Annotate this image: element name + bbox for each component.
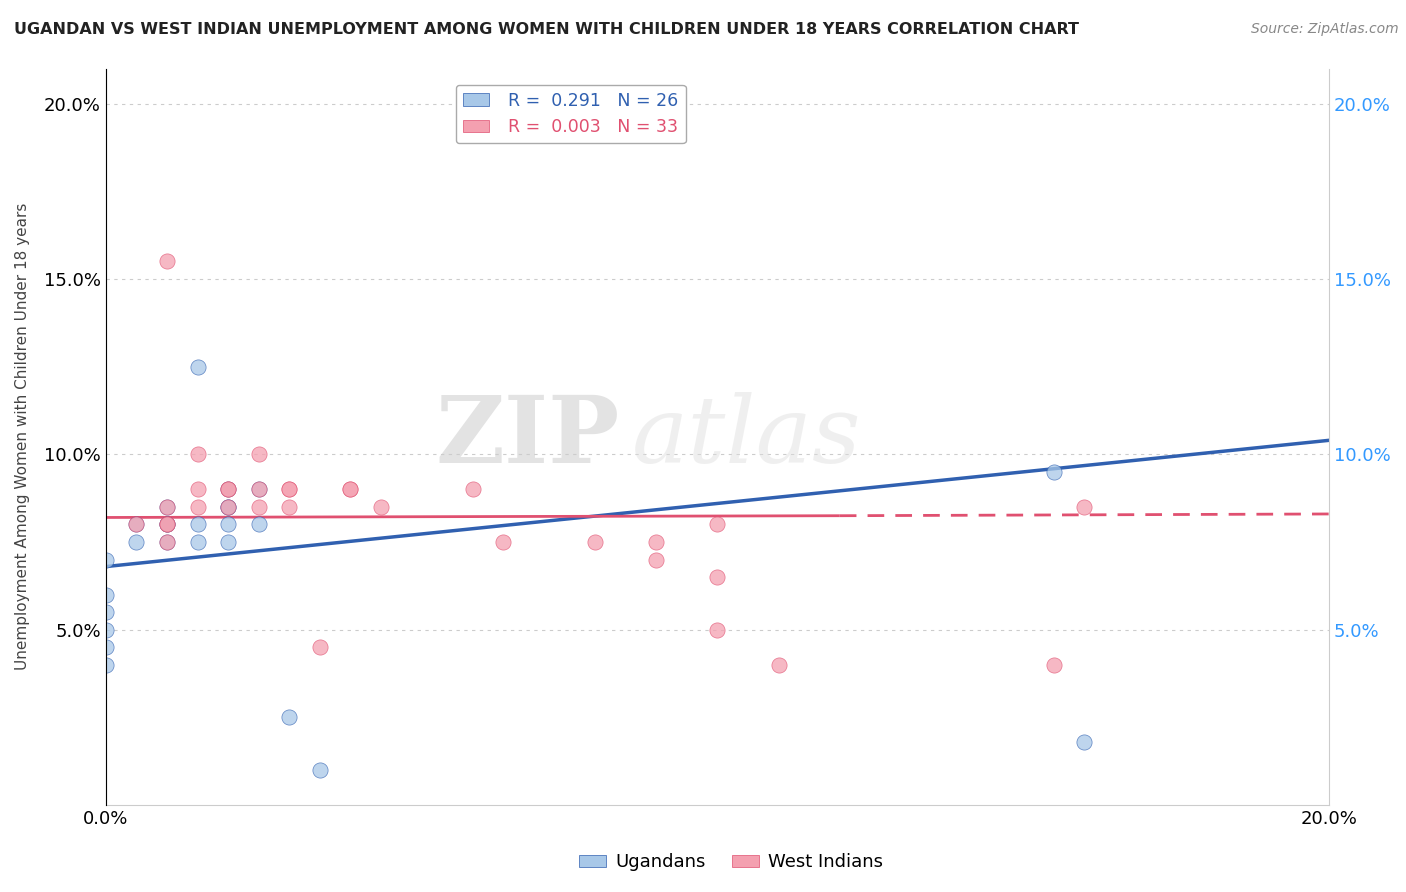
Point <box>186 517 208 532</box>
Point <box>1073 500 1095 514</box>
Point <box>94 552 117 566</box>
Point <box>156 500 179 514</box>
Point <box>247 447 270 461</box>
Point <box>583 535 606 549</box>
Point <box>217 500 239 514</box>
Point <box>247 517 270 532</box>
Point <box>217 500 239 514</box>
Point <box>186 500 208 514</box>
Point <box>706 570 728 584</box>
Point <box>156 535 179 549</box>
Point <box>492 535 515 549</box>
Point <box>706 623 728 637</box>
Point <box>1043 465 1066 479</box>
Point <box>278 500 301 514</box>
Point <box>339 483 361 497</box>
Point <box>186 483 208 497</box>
Point <box>156 517 179 532</box>
Point <box>278 483 301 497</box>
Point <box>156 517 179 532</box>
Point <box>94 623 117 637</box>
Point <box>278 483 301 497</box>
Point <box>370 500 392 514</box>
Point <box>94 605 117 619</box>
Point <box>1073 735 1095 749</box>
Point <box>94 588 117 602</box>
Point <box>125 517 148 532</box>
Point <box>125 517 148 532</box>
Point <box>186 447 208 461</box>
Legend: Ugandans, West Indians: Ugandans, West Indians <box>572 847 890 879</box>
Text: Source: ZipAtlas.com: Source: ZipAtlas.com <box>1251 22 1399 37</box>
Point <box>94 640 117 655</box>
Point <box>186 359 208 374</box>
Point <box>156 254 179 268</box>
Point <box>247 483 270 497</box>
Point <box>217 517 239 532</box>
Text: UGANDAN VS WEST INDIAN UNEMPLOYMENT AMONG WOMEN WITH CHILDREN UNDER 18 YEARS COR: UGANDAN VS WEST INDIAN UNEMPLOYMENT AMON… <box>14 22 1078 37</box>
Point <box>247 483 270 497</box>
Legend:   R =  0.291   N = 26,   R =  0.003   N = 33: R = 0.291 N = 26, R = 0.003 N = 33 <box>456 85 686 143</box>
Point <box>156 500 179 514</box>
Point <box>706 517 728 532</box>
Point <box>308 763 330 777</box>
Point <box>186 535 208 549</box>
Point <box>768 657 790 672</box>
Point <box>339 483 361 497</box>
Point <box>156 517 179 532</box>
Point <box>156 535 179 549</box>
Point <box>217 483 239 497</box>
Point <box>461 483 484 497</box>
Text: ZIP: ZIP <box>436 392 620 482</box>
Point <box>1043 657 1066 672</box>
Point <box>645 552 668 566</box>
Point <box>125 535 148 549</box>
Point <box>217 483 239 497</box>
Point <box>308 640 330 655</box>
Point <box>217 500 239 514</box>
Point <box>645 535 668 549</box>
Text: atlas: atlas <box>631 392 862 482</box>
Point <box>217 535 239 549</box>
Y-axis label: Unemployment Among Women with Children Under 18 years: Unemployment Among Women with Children U… <box>15 203 30 671</box>
Point <box>156 517 179 532</box>
Point <box>217 483 239 497</box>
Point <box>278 710 301 724</box>
Point <box>247 500 270 514</box>
Point <box>94 657 117 672</box>
